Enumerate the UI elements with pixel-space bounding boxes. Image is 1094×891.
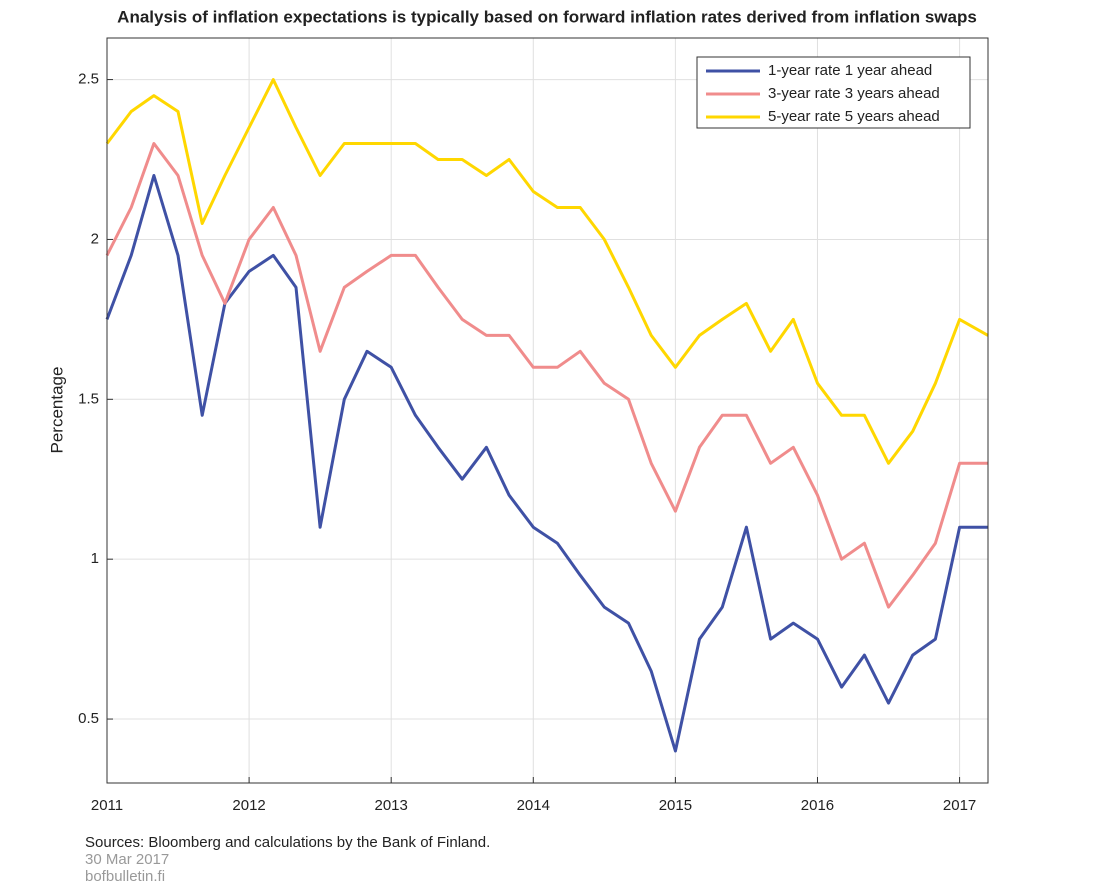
plot-frame — [106, 37, 989, 784]
x-tick-label: 2016 — [801, 797, 834, 814]
x-tick-label: 2012 — [232, 797, 265, 814]
source-note: Sources: Bloomberg and calculations by t… — [85, 834, 490, 851]
y-tick-label: 2 — [91, 230, 99, 247]
legend-label: 1-year rate 1 year ahead — [768, 62, 932, 79]
y-tick-label: 1 — [91, 550, 99, 567]
series-line — [105, 174, 988, 753]
date-note: 30 Mar 2017 — [85, 851, 169, 868]
chart-title: Analysis of inflation expectations is ty… — [117, 7, 977, 26]
x-tick-label: 2013 — [375, 797, 408, 814]
y-tick-label: 2.5 — [78, 71, 99, 88]
y-axis-label: Percentage — [47, 367, 66, 454]
series-line — [105, 142, 988, 609]
series-line — [105, 78, 989, 465]
x-tick-label: 2014 — [517, 797, 550, 814]
legend-label: 3-year rate 3 years ahead — [768, 85, 940, 102]
x-tick-label: 2011 — [91, 797, 123, 814]
website-note: bofbulletin.fi — [85, 868, 165, 885]
legend-label: 5-year rate 5 years ahead — [768, 108, 940, 125]
y-tick-label: 0.5 — [78, 710, 99, 727]
x-tick-label: 2017 — [943, 797, 976, 814]
y-tick-label: 1.5 — [78, 390, 99, 407]
x-tick-label: 2015 — [659, 797, 692, 814]
